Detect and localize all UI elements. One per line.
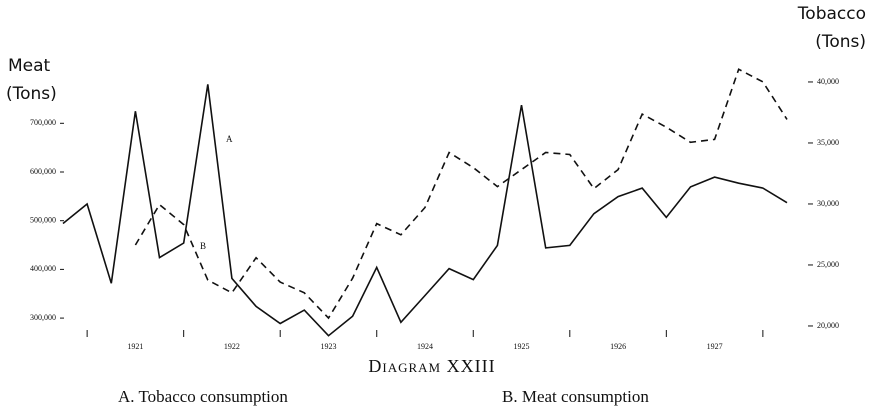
y2-tick-label: 30,000 xyxy=(817,199,839,208)
x-tick-label: 1925 xyxy=(514,342,530,351)
x-tick-label: 1924 xyxy=(417,342,433,351)
y2-axis-title: (Tons) xyxy=(815,32,866,52)
y-tick-label: 500,000 xyxy=(30,216,56,225)
y2-tick-label: 35,000 xyxy=(817,138,839,147)
legend-label: A. Tobacco consumption xyxy=(118,387,288,406)
y-tick-label: 600,000 xyxy=(30,167,56,176)
y-tick-label: 700,000 xyxy=(30,118,56,127)
x-tick-label: 1923 xyxy=(320,342,336,351)
y-tick-label: 400,000 xyxy=(30,264,56,273)
y2-tick-label: 25,000 xyxy=(817,260,839,269)
y-axis-title: (Tons) xyxy=(6,84,57,104)
y-tick-label: 300,000 xyxy=(30,313,56,322)
chart-title: Diagram XXIII xyxy=(368,356,495,376)
x-tick-label: 1927 xyxy=(707,342,723,351)
y2-tick-label: 40,000 xyxy=(817,77,839,86)
line-label: B xyxy=(200,241,206,251)
x-tick-label: 1926 xyxy=(610,342,626,351)
y2-axis-title: Tobacco xyxy=(797,4,866,24)
y-axis-title: Meat xyxy=(8,56,51,76)
y2-tick-label: 20,000 xyxy=(817,321,839,330)
x-tick-label: 1921 xyxy=(127,342,143,351)
line-label: A xyxy=(226,134,233,144)
legend-label: B. Meat consumption xyxy=(502,387,649,406)
x-tick-label: 1922 xyxy=(224,342,240,351)
data-line xyxy=(62,84,788,337)
